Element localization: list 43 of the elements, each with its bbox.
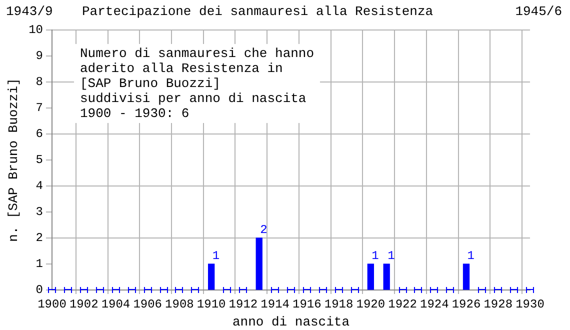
x-tick-label: 1910 xyxy=(196,297,226,312)
y-tick-label: 3 xyxy=(36,205,43,220)
y-axis-title: n. [SAP Bruno Buozzi] xyxy=(6,78,22,242)
data-label: 1 xyxy=(372,249,379,264)
y-tick-label: 5 xyxy=(36,153,43,168)
y-tick-label: 6 xyxy=(36,127,43,142)
x-tick-label: 1924 xyxy=(420,297,449,312)
y-tick-label: 0 xyxy=(36,283,43,298)
chart-title: Partecipazione dei sanmauresi alla Resistenza xyxy=(82,4,434,19)
x-axis-title: anno di nascita xyxy=(232,314,350,330)
bar xyxy=(462,264,470,290)
y-tick-label: 1 xyxy=(36,257,43,272)
bar xyxy=(256,238,262,290)
data-label: 1 xyxy=(388,249,395,264)
x-tick-label: 1922 xyxy=(388,297,417,312)
x-tick-label: 1926 xyxy=(452,297,481,312)
x-tick-label: 1908 xyxy=(165,297,194,312)
text: 1945/6 xyxy=(515,4,562,19)
x-tick-label: 1918 xyxy=(324,297,354,312)
x-tick-label: 1906 xyxy=(133,297,162,312)
y-tick-label: 10 xyxy=(28,23,43,38)
data-label: 1 xyxy=(467,249,474,264)
bar xyxy=(367,264,374,290)
x-tick-label: 1900 xyxy=(38,297,66,312)
y-tick-label: 4 xyxy=(36,179,43,194)
x-tick-label: 1902 xyxy=(69,297,98,312)
text: 1943/9 xyxy=(6,4,53,19)
bar xyxy=(383,264,390,290)
data-label: 2 xyxy=(260,223,268,238)
x-tick-label: 1928 xyxy=(484,297,513,312)
bar xyxy=(208,264,215,290)
annotation: Numero di sanmauresi che hanno aderito alla Resistenza in [SAP Bruno Buozzi] suddivisi per anno di nascita 1900 - 1930: 6 xyxy=(74,44,320,123)
x-tick-label: 1904 xyxy=(101,297,130,312)
x-tick-label: 1930 xyxy=(516,297,544,312)
data-label: 1 xyxy=(212,249,220,264)
y-tick-label: 2 xyxy=(36,231,43,246)
x-tick-label: 1920 xyxy=(356,297,386,312)
x-tick-label: 1916 xyxy=(292,297,322,312)
x-tick-label: 1914 xyxy=(260,297,290,312)
x-tick-label: 1912 xyxy=(228,297,258,312)
y-tick-label: 7 xyxy=(36,101,43,116)
y-tick-label: 8 xyxy=(36,75,43,90)
y-tick-label: 9 xyxy=(36,49,43,64)
